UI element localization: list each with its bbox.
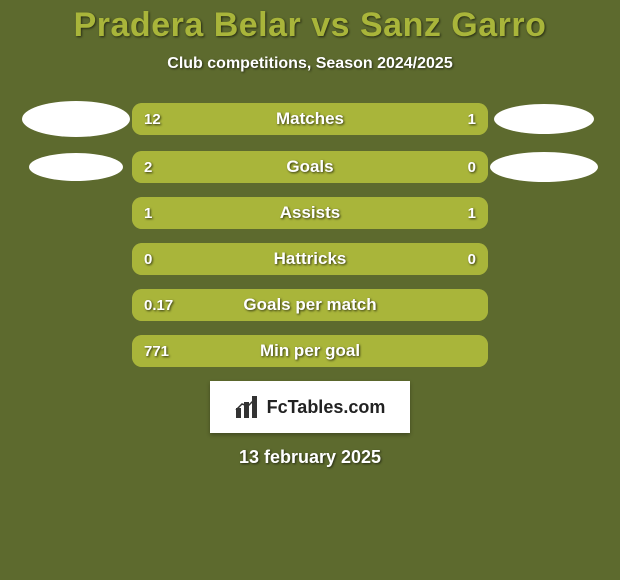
left-blob-slot — [20, 153, 132, 181]
bar-fill-left — [132, 103, 410, 135]
stat-bar: 11Assists — [132, 197, 488, 229]
player2-blob — [490, 152, 598, 182]
bar-fill-left — [132, 197, 310, 229]
stat-row: 771Min per goal — [0, 335, 620, 367]
subtitle: Club competitions, Season 2024/2025 — [0, 55, 620, 73]
right-blob-slot — [488, 104, 600, 134]
bar-fill-right — [310, 243, 488, 275]
title-player2: Sanz Garro — [360, 6, 546, 44]
stat-bar: 771Min per goal — [132, 335, 488, 367]
bar-fill-left — [132, 289, 488, 321]
player1-blob — [22, 101, 130, 137]
date-line: 13 february 2025 — [0, 447, 620, 468]
bar-fill-left — [132, 151, 488, 183]
stat-row: 0.17Goals per match — [0, 289, 620, 321]
page-title: Pradera Belar vs Sanz Garro — [0, 6, 620, 45]
left-blob-slot — [20, 101, 132, 137]
stat-bar: 00Hattricks — [132, 243, 488, 275]
right-blob-slot — [488, 152, 600, 182]
bar-fill-right — [410, 103, 488, 135]
title-vs: vs — [311, 6, 350, 44]
bar-fill-right — [310, 197, 488, 229]
logo-text: FcTables.com — [267, 397, 386, 418]
stat-bar: 20Goals — [132, 151, 488, 183]
player2-blob — [494, 104, 594, 134]
stat-row: 11Assists — [0, 197, 620, 229]
stat-bar: 0.17Goals per match — [132, 289, 488, 321]
stat-rows-container: 121Matches 20Goals 11Assists 00Hattricks 0.1… — [0, 101, 620, 367]
stat-bar: 121Matches — [132, 103, 488, 135]
stat-row: 121Matches — [0, 101, 620, 137]
player1-blob — [29, 153, 123, 181]
bar-fill-left — [132, 335, 488, 367]
comparison-canvas: Pradera Belar vs Sanz Garro Club competi… — [0, 0, 620, 580]
title-player1: Pradera Belar — [74, 6, 302, 44]
bar-fill-left — [132, 243, 310, 275]
fctables-logo: FcTables.com — [210, 381, 410, 433]
stat-row: 20Goals — [0, 151, 620, 183]
stat-row: 00Hattricks — [0, 243, 620, 275]
bar-chart-icon — [235, 396, 261, 418]
